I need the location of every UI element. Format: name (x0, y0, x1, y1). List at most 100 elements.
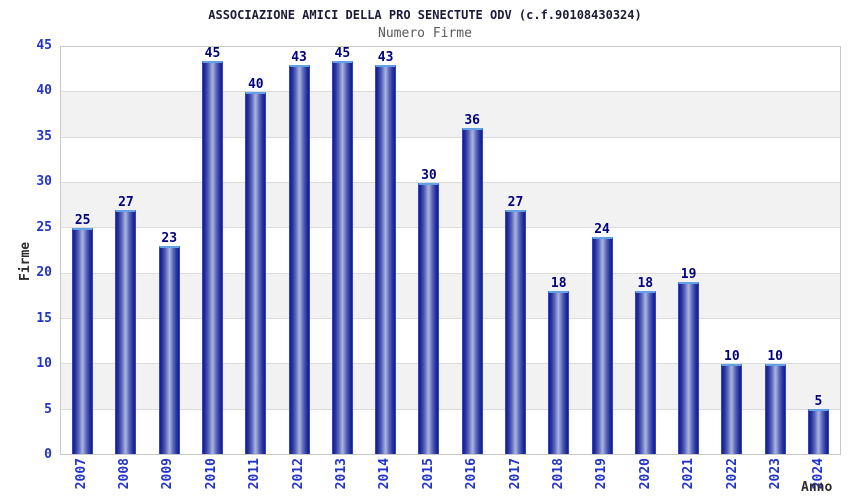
grid-band (61, 91, 840, 137)
y-tick-label: 15 (36, 310, 52, 326)
bar-column: 10 (710, 47, 753, 454)
bar-column: 18 (624, 47, 667, 454)
bar-column: 45 (321, 47, 364, 454)
bar (418, 182, 440, 454)
x-tick-label: 2015 (420, 458, 436, 490)
x-tick-cell: 2013 (320, 458, 363, 500)
chart-title: ASSOCIAZIONE AMICI DELLA PRO SENECTUTE O… (208, 8, 642, 22)
x-axis-label: Anno (801, 480, 833, 495)
bar-value-label: 36 (464, 113, 480, 129)
bar (764, 363, 786, 454)
bar-value-label: 18 (637, 276, 654, 292)
x-tick-cell: 2018 (537, 458, 580, 500)
bar-column: 43 (277, 47, 320, 454)
x-tick-label: 2013 (334, 458, 350, 490)
bar-column: 40 (234, 47, 277, 454)
bar-column: 43 (364, 47, 407, 454)
bar-value-label: 43 (377, 50, 394, 66)
x-tick-cell: 2020 (624, 458, 667, 500)
x-tick-cell: 2010 (190, 458, 233, 500)
grid-band (61, 317, 840, 363)
bar-value-label: 24 (594, 221, 610, 237)
chart-subtitle: Numero Firme (378, 26, 472, 41)
bar-column: 30 (407, 47, 450, 454)
x-axis-ticks: 2007 2008 2009 2010 2011 2012 2013 2014 2015 2016… (60, 458, 841, 500)
grid-band (61, 408, 840, 454)
x-tick-cell: 2019 (581, 458, 624, 500)
bar-column: 45 (191, 47, 234, 454)
grid-band (61, 136, 840, 182)
grid-band (61, 272, 840, 318)
x-tick-label: 2017 (507, 458, 523, 490)
x-tick-label: 2010 (203, 458, 219, 490)
x-tick-label: 2014 (377, 458, 393, 490)
x-tick-label: 2016 (464, 458, 480, 490)
bar-value-label: 27 (118, 194, 134, 210)
x-tick-cell: 2012 (277, 458, 320, 500)
bar (591, 236, 613, 454)
bar-column: 27 (104, 47, 147, 454)
grid-band (61, 363, 840, 409)
bar (375, 65, 397, 454)
bar-value-label: 5 (814, 393, 823, 409)
x-tick-cell: 2014 (364, 458, 407, 500)
x-tick-label: 2022 (724, 458, 740, 490)
bar-value-label: 45 (204, 46, 221, 61)
y-axis-label: Firme (18, 241, 33, 281)
x-tick-cell: 2022 (711, 458, 754, 500)
x-tick-cell: 2009 (147, 458, 190, 500)
bar (548, 291, 570, 454)
x-tick-cell: 2016 (451, 458, 494, 500)
x-tick-label: 2019 (594, 458, 610, 490)
x-tick-cell: 2023 (754, 458, 797, 500)
x-tick-label: 2023 (767, 458, 783, 490)
bar (807, 408, 829, 454)
bar (461, 128, 483, 454)
y-tick-label: 0 (44, 447, 52, 462)
bar (288, 65, 310, 454)
x-tick-cell: 2017 (494, 458, 537, 500)
bar-value-label: 25 (74, 212, 91, 228)
bar (115, 209, 137, 454)
y-tick-label: 30 (36, 174, 52, 190)
bars-container: 25 27 23 45 40 43 45 43 30 36 27 18 24 18 19 10 10 5 (61, 47, 840, 454)
bar (245, 92, 267, 454)
bar (331, 61, 353, 454)
x-tick-cell: 2007 (60, 458, 103, 500)
x-tick-cell: 2015 (407, 458, 450, 500)
bar-column: 5 (797, 47, 840, 454)
bar-value-label: 10 (767, 348, 783, 364)
bar-column: 25 (61, 47, 104, 454)
bar-value-label: 43 (291, 50, 307, 66)
bar-value-label: 19 (680, 267, 697, 283)
y-tick-label: 45 (36, 38, 52, 53)
x-tick-label: 2012 (290, 458, 306, 490)
bar-value-label: 27 (507, 194, 524, 210)
bar-column: 23 (148, 47, 191, 454)
bar (721, 363, 743, 454)
bar-value-label: 18 (550, 276, 567, 292)
y-tick-label: 10 (36, 356, 52, 372)
x-tick-label: 2008 (117, 458, 133, 490)
x-tick-cell: 2021 (667, 458, 710, 500)
x-tick-label: 2020 (637, 458, 653, 490)
plot-area: 25 27 23 45 40 43 45 43 30 36 27 18 24 18 19 10 10 5 (60, 46, 841, 455)
grid-band (61, 227, 840, 272)
y-tick-label: 40 (36, 83, 52, 99)
x-tick-cell: 2011 (234, 458, 277, 500)
bar (634, 291, 656, 454)
x-tick-label: 2009 (160, 458, 176, 490)
y-tick-label: 5 (44, 401, 52, 417)
bar-value-label: 10 (724, 348, 740, 364)
y-tick-label: 25 (36, 219, 52, 235)
x-tick-cell: 2008 (103, 458, 146, 500)
y-tick-label: 20 (36, 265, 52, 281)
grid-band (61, 181, 840, 228)
bar-column: 10 (754, 47, 797, 454)
x-tick-label: 2021 (681, 458, 697, 490)
bar (678, 282, 700, 454)
bar-value-label: 30 (421, 167, 437, 183)
bar-column: 36 (451, 47, 494, 454)
bar-column: 27 (494, 47, 537, 454)
